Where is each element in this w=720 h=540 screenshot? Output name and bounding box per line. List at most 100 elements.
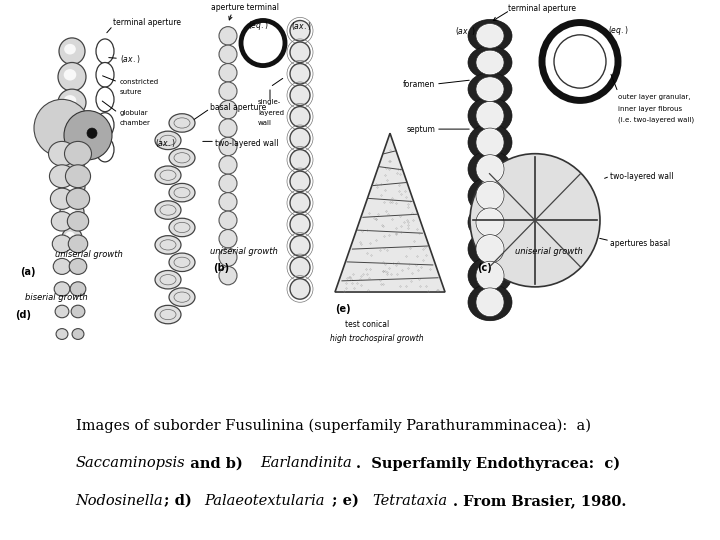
Ellipse shape	[169, 218, 195, 237]
Text: . From Brasier, 1980.: . From Brasier, 1980.	[453, 494, 626, 508]
Text: layered: layered	[258, 110, 284, 116]
Ellipse shape	[63, 69, 76, 80]
Ellipse shape	[72, 329, 84, 340]
Ellipse shape	[468, 46, 512, 79]
Ellipse shape	[219, 26, 237, 45]
Text: Earlandinita: Earlandinita	[260, 456, 352, 470]
Ellipse shape	[59, 38, 85, 65]
Ellipse shape	[96, 63, 114, 87]
Ellipse shape	[468, 124, 512, 161]
Ellipse shape	[290, 150, 310, 170]
Ellipse shape	[58, 89, 86, 116]
Ellipse shape	[169, 114, 195, 132]
Text: outer layer granular,: outer layer granular,	[618, 94, 690, 100]
Ellipse shape	[476, 50, 504, 75]
Ellipse shape	[219, 174, 237, 193]
Ellipse shape	[155, 201, 181, 219]
Ellipse shape	[96, 113, 114, 137]
Ellipse shape	[219, 230, 237, 248]
Ellipse shape	[290, 214, 310, 235]
Ellipse shape	[290, 106, 310, 127]
Circle shape	[241, 21, 285, 65]
Ellipse shape	[290, 171, 310, 192]
Ellipse shape	[62, 227, 82, 248]
Ellipse shape	[50, 165, 75, 188]
Ellipse shape	[219, 248, 237, 266]
Text: terminal aperture: terminal aperture	[508, 4, 576, 13]
Text: Nodosinella: Nodosinella	[76, 494, 163, 508]
Ellipse shape	[290, 85, 310, 105]
Ellipse shape	[34, 99, 90, 157]
Ellipse shape	[60, 201, 84, 224]
Text: (c): (c)	[477, 264, 492, 273]
Ellipse shape	[54, 282, 70, 296]
Ellipse shape	[155, 271, 181, 289]
Text: basal aperture: basal aperture	[210, 103, 266, 112]
Ellipse shape	[169, 184, 195, 202]
Ellipse shape	[219, 45, 237, 64]
Ellipse shape	[468, 257, 512, 294]
Ellipse shape	[219, 82, 237, 100]
Ellipse shape	[219, 64, 237, 82]
Ellipse shape	[476, 155, 504, 184]
Text: test conical: test conical	[345, 320, 390, 329]
Ellipse shape	[477, 156, 503, 183]
Ellipse shape	[477, 289, 503, 315]
Ellipse shape	[290, 21, 310, 41]
Text: (a): (a)	[20, 267, 35, 276]
Text: Tetrataxia: Tetrataxia	[372, 494, 448, 508]
Text: $(ax.)$: $(ax.)$	[120, 53, 140, 65]
Ellipse shape	[169, 148, 195, 167]
Text: (b): (b)	[213, 264, 229, 273]
Ellipse shape	[290, 64, 310, 84]
Ellipse shape	[476, 288, 504, 316]
Ellipse shape	[66, 188, 89, 210]
Ellipse shape	[96, 87, 114, 112]
Ellipse shape	[65, 141, 91, 166]
Ellipse shape	[477, 209, 503, 235]
Ellipse shape	[468, 177, 512, 214]
Ellipse shape	[476, 24, 504, 48]
Ellipse shape	[477, 51, 503, 74]
Text: .  Superfamily Endothyracea:  c): . Superfamily Endothyracea: c)	[356, 456, 621, 471]
Ellipse shape	[476, 181, 504, 210]
Ellipse shape	[48, 141, 76, 166]
Ellipse shape	[66, 165, 91, 188]
Ellipse shape	[477, 235, 503, 262]
Circle shape	[542, 23, 618, 100]
Ellipse shape	[155, 235, 181, 254]
Ellipse shape	[96, 137, 114, 162]
Text: (i.e. two-layered wall): (i.e. two-layered wall)	[618, 117, 694, 123]
Ellipse shape	[71, 305, 85, 318]
Ellipse shape	[155, 166, 181, 185]
Ellipse shape	[468, 73, 512, 105]
Ellipse shape	[58, 63, 86, 91]
Ellipse shape	[219, 119, 237, 137]
Ellipse shape	[219, 193, 237, 211]
Circle shape	[87, 128, 97, 138]
Ellipse shape	[468, 151, 512, 187]
Text: ; d): ; d)	[164, 494, 197, 508]
Text: inner layer fibrous: inner layer fibrous	[618, 106, 682, 112]
Ellipse shape	[476, 235, 504, 264]
Text: $(ax.)$: $(ax.)$	[455, 25, 475, 37]
Text: wall: wall	[258, 120, 272, 126]
Circle shape	[554, 35, 606, 88]
Ellipse shape	[468, 204, 512, 241]
Ellipse shape	[51, 212, 73, 231]
Ellipse shape	[290, 42, 310, 63]
Ellipse shape	[65, 206, 76, 214]
Text: $(ax.)$: $(ax.)$	[291, 19, 312, 32]
Ellipse shape	[468, 231, 512, 267]
Text: Images of suborder Fusulinina (superfamily Parathuramminacea):  a): Images of suborder Fusulinina (superfami…	[76, 418, 590, 433]
Text: chamber: chamber	[120, 120, 151, 126]
Ellipse shape	[57, 117, 87, 145]
Ellipse shape	[169, 288, 195, 306]
Text: constricted: constricted	[120, 79, 159, 85]
Ellipse shape	[53, 259, 71, 274]
Ellipse shape	[476, 77, 504, 102]
Text: uniserial growth: uniserial growth	[515, 247, 582, 255]
Ellipse shape	[64, 111, 112, 160]
Ellipse shape	[68, 212, 89, 231]
Text: suture: suture	[120, 89, 143, 95]
